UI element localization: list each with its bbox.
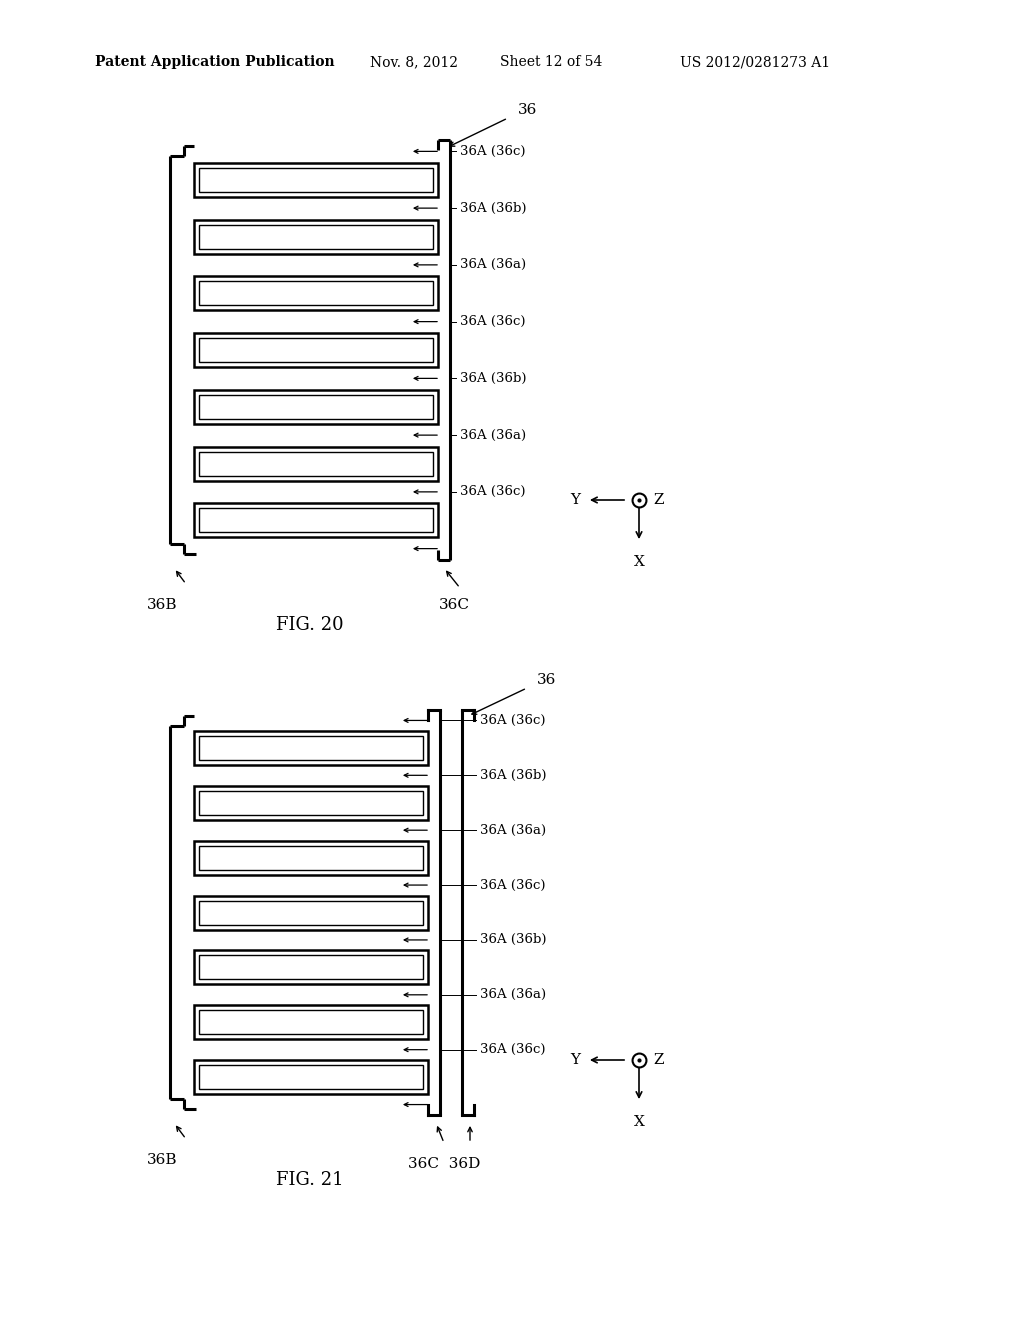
Text: 36A (36a): 36A (36a) xyxy=(480,824,546,837)
Text: 36A (36c): 36A (36c) xyxy=(460,486,525,499)
Bar xyxy=(194,333,438,367)
Text: Y: Y xyxy=(570,1053,580,1067)
Bar xyxy=(194,1060,428,1094)
Bar xyxy=(199,735,423,760)
Bar xyxy=(199,338,433,362)
Bar xyxy=(194,1006,428,1039)
Bar xyxy=(199,224,433,248)
Bar xyxy=(199,395,433,418)
Text: Z: Z xyxy=(653,492,664,507)
Bar xyxy=(194,841,428,875)
Text: 36A (36b): 36A (36b) xyxy=(480,933,547,946)
Text: X: X xyxy=(634,1115,644,1129)
Bar xyxy=(199,1010,423,1035)
Text: US 2012/0281273 A1: US 2012/0281273 A1 xyxy=(680,55,830,69)
Bar xyxy=(194,785,428,820)
Text: Z: Z xyxy=(653,1053,664,1067)
Text: 36A (36a): 36A (36a) xyxy=(460,429,526,442)
Text: Sheet 12 of 54: Sheet 12 of 54 xyxy=(500,55,602,69)
Text: 36B: 36B xyxy=(146,598,177,612)
Text: X: X xyxy=(634,554,644,569)
Text: 36C: 36C xyxy=(438,598,469,612)
Text: 36A (36c): 36A (36c) xyxy=(480,714,546,727)
Bar xyxy=(199,1065,423,1089)
Text: 36A (36b): 36A (36b) xyxy=(460,202,526,215)
Text: 36A (36c): 36A (36c) xyxy=(460,145,525,158)
Text: 36: 36 xyxy=(518,103,538,117)
Text: 36A (36b): 36A (36b) xyxy=(460,372,526,385)
Bar xyxy=(199,791,423,814)
Bar xyxy=(194,276,438,310)
Bar xyxy=(194,162,438,197)
Text: 36A (36c): 36A (36c) xyxy=(480,1043,546,1056)
Text: 36A (36c): 36A (36c) xyxy=(460,315,525,329)
Text: Y: Y xyxy=(570,492,580,507)
Bar xyxy=(194,219,438,253)
Bar xyxy=(194,503,438,537)
Bar xyxy=(199,168,433,191)
Bar xyxy=(199,846,423,870)
Text: 36: 36 xyxy=(537,673,556,686)
Bar xyxy=(194,895,428,929)
Text: FIG. 20: FIG. 20 xyxy=(276,616,344,634)
Bar xyxy=(199,956,423,979)
Text: 36A (36b): 36A (36b) xyxy=(480,768,547,781)
Bar xyxy=(199,281,433,305)
Bar xyxy=(194,446,438,480)
Bar xyxy=(199,508,433,532)
Bar xyxy=(194,731,428,764)
Bar xyxy=(199,900,423,924)
Text: 36A (36a): 36A (36a) xyxy=(480,989,546,1002)
Text: 36A (36c): 36A (36c) xyxy=(480,879,546,891)
Text: 36A (36a): 36A (36a) xyxy=(460,259,526,272)
Bar xyxy=(194,389,438,424)
Bar xyxy=(199,451,433,475)
Bar xyxy=(194,950,428,985)
Text: 36B: 36B xyxy=(146,1152,177,1167)
Text: 36C  36D: 36C 36D xyxy=(408,1158,480,1171)
Text: FIG. 21: FIG. 21 xyxy=(276,1171,344,1189)
Text: Nov. 8, 2012: Nov. 8, 2012 xyxy=(370,55,458,69)
Text: Patent Application Publication: Patent Application Publication xyxy=(95,55,335,69)
